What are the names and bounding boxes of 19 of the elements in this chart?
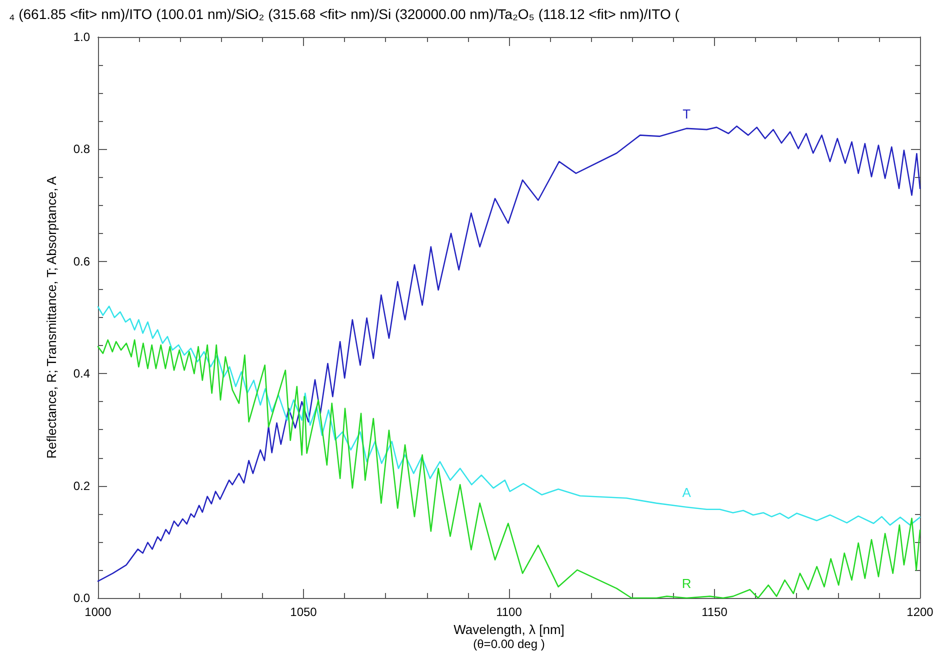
x-tick-label: 1200: [906, 605, 934, 619]
chart-title: ₄ (661.85 <fit> nm)/ITO (100.01 nm)/SiO₂ (315.68 <fit> nm)/Si (320000.00 nm)/Ta₂O₅ (118.12 <fit> nm)/ITO (: [9, 6, 680, 22]
x-tick-label: 1050: [290, 605, 318, 619]
y-axis-title: Reflectance, R; Transmittance, T; Absorptance, A: [44, 176, 59, 459]
x-tick-label: 1100: [496, 605, 522, 619]
x-tick-label: 1150: [702, 605, 728, 619]
series-label: R: [682, 576, 692, 591]
text: (θ=0.00 deg ): [473, 637, 545, 651]
y-tick-label: 1.0: [73, 30, 90, 44]
series-label: A: [682, 485, 692, 500]
x-axis-title: Wavelength, λ [nm]: [454, 622, 564, 637]
x-tick-label: 1000: [84, 605, 112, 619]
series-label: T: [682, 106, 691, 122]
y-tick-label: 0.8: [73, 142, 90, 156]
y-tick-label: 0.6: [73, 254, 90, 268]
y-tick-label: 0.4: [73, 366, 90, 381]
y-tick-label: 0.2: [73, 478, 90, 493]
y-tick-label: 0.0: [73, 591, 90, 605]
line-series: [97, 306, 921, 526]
